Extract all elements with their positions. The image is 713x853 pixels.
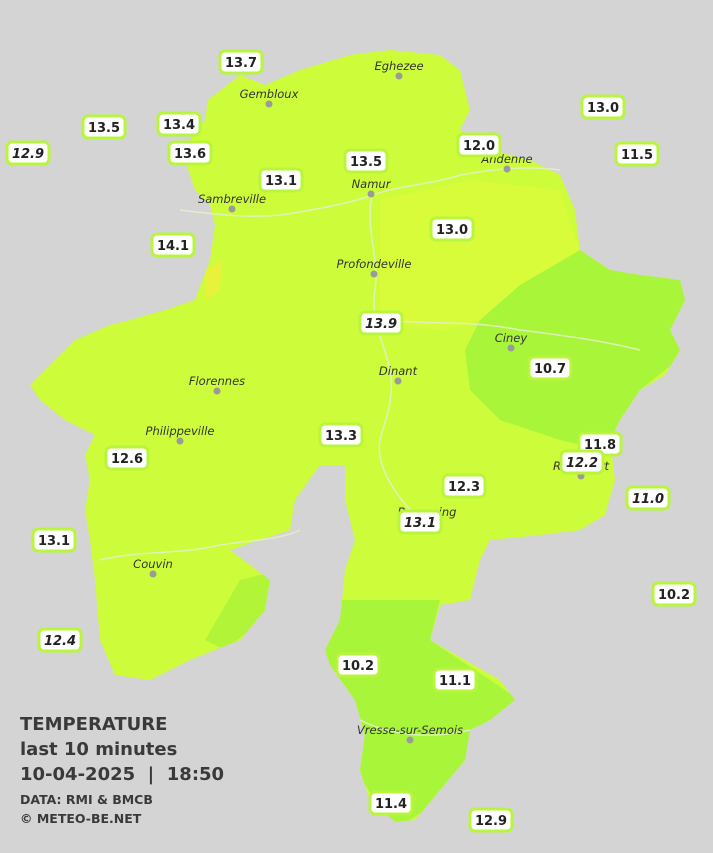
station-value: 13.1 [404,516,436,531]
station-box [456,132,502,158]
town-dot [367,190,375,198]
town-label: Profondeville [337,257,412,271]
station-box [335,652,381,678]
town-dot [503,165,511,173]
station-box [81,114,127,140]
station-value: 12.0 [463,139,495,154]
station-box [358,310,404,336]
station-box [614,141,660,167]
station-value: 12.9 [12,147,44,162]
station-box [429,216,475,242]
station-value: 13.3 [325,429,357,444]
station-value: 13.1 [38,534,70,549]
station-value: 14.1 [157,239,189,254]
station-value: 13.4 [163,118,195,133]
town-dot [228,205,236,213]
station-box [156,111,202,137]
station-value: 12.9 [475,814,507,829]
station-box [104,445,150,471]
town-label: Philippeville [146,424,215,438]
station-value: 12.2 [566,456,598,471]
legend-timestamp: 10-04-2025 | 18:50 [20,764,224,785]
station-box [37,627,83,653]
station-box [167,140,213,166]
station-value: 13.0 [587,101,619,116]
town-label: Ciney [495,331,528,345]
town-dot [213,387,221,395]
station-box [150,232,196,258]
legend-subtitle: last 10 minutes [20,739,177,760]
station-value: 11.5 [621,148,653,163]
town-dot [176,437,184,445]
station-box [258,167,304,193]
station-value: 10.2 [342,659,374,674]
legend: TEMPERATURE last 10 minutes 10-04-2025 |… [20,714,224,826]
station-box [368,790,414,816]
legend-source: DATA: RMI & BMCB [20,792,153,807]
station-value: 12.4 [44,634,76,649]
station-box [31,527,77,553]
station-box [559,449,605,475]
town-dot [265,100,273,108]
station-value: 11.8 [584,438,616,453]
town-label: Namur [352,177,392,191]
station-box [580,94,626,120]
station-box [318,422,364,448]
station-value: 13.5 [350,155,382,170]
town-label: Dinant [379,364,418,378]
station-value: 13.1 [265,174,297,189]
station-box [397,509,443,535]
town-label: Sambreville [198,192,266,206]
station-box [5,140,51,166]
station-value: 10.2 [658,588,690,603]
station-value: 12.3 [448,480,480,495]
station-value: 13.9 [365,317,397,332]
station-value: 11.4 [375,797,407,812]
town-dot [507,344,515,352]
town-label: Vresse-sur-Semois [357,723,463,737]
station-box [432,667,478,693]
station-value: 11.0 [632,492,664,507]
station-value: 13.0 [436,223,468,238]
town-label: Gembloux [240,87,299,101]
station-box [625,485,671,511]
station-box [441,473,487,499]
station-value: 13.5 [88,121,120,136]
station-value: 10.7 [534,362,566,377]
station-value: 11.1 [439,674,471,689]
town-dot [370,270,378,278]
station-box [468,807,514,833]
town-label: Eghezee [374,59,423,73]
station-value: 13.6 [174,147,206,162]
legend-copyright: © METEO-BE.NET [20,811,142,826]
town-label: Couvin [133,557,173,571]
town-label: Florennes [189,374,245,388]
town-dot [394,377,402,385]
town-dot [406,736,414,744]
legend-title: TEMPERATURE [20,714,167,735]
station-box [651,581,697,607]
station-box [218,49,264,75]
station-value: 13.7 [225,56,257,71]
station-box [527,355,573,381]
town-dot [395,72,403,80]
town-dot [149,570,157,578]
station-box [343,148,389,174]
station-value: 12.6 [111,452,143,467]
